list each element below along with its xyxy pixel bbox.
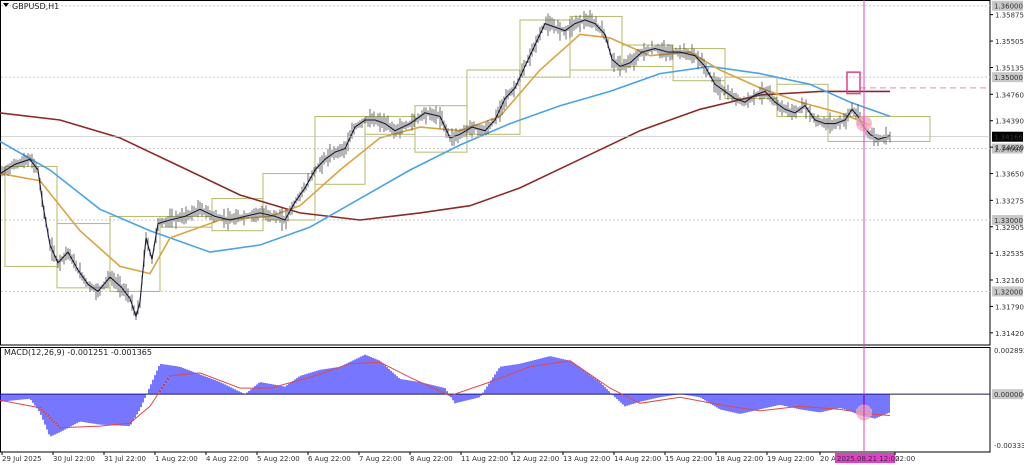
x-tick-label: 11 Aug 22:00: [461, 455, 508, 463]
level-label: 1.32000: [994, 288, 1023, 296]
session-box: [519, 19, 571, 78]
highlight-rectangle: [846, 71, 861, 95]
moving-average-line: [0, 33, 871, 275]
session-box: [672, 48, 726, 82]
x-tick-label: 1 Aug 22:00: [155, 455, 198, 463]
level-label-bg: [992, 0, 1023, 11]
x-tick-label: 5 Aug 22:00: [257, 455, 300, 463]
x-tick-label: 4 Aug 22:00: [206, 455, 249, 463]
current-price-bg: [992, 131, 1023, 142]
y-tick-label: 1.34760: [995, 91, 1024, 99]
macd-pane[interactable]: 0.002892 0.000000 -0.00333: [0, 347, 1024, 453]
level-label-bg: [992, 72, 1023, 83]
y-tick-label: 1.32535: [995, 250, 1024, 258]
macd-y-tick-label: 0.002892: [994, 347, 1024, 355]
time-axis: 29 Jul 2025 30 Jul 22:00 31 Jul 22:00 1 Aug…: [1, 452, 915, 463]
x-tick-label: 29 Jul 2025: [2, 455, 42, 463]
session-box: [4, 165, 58, 267]
moving-average-line: [0, 65, 891, 253]
macd-title: MACD(12,26,9) -0.001251 -0.001365: [4, 348, 152, 357]
moving-average-line: [0, 90, 890, 221]
session-box: [262, 173, 316, 221]
level-label-bg: [992, 143, 1023, 154]
price-line: [0, 19, 891, 319]
y-tick-label: 1.32905: [995, 224, 1024, 232]
level-label-bg: [992, 286, 1023, 297]
x-tick-label: 13 Aug 22:00: [563, 455, 610, 463]
price-frame: [0, 0, 991, 346]
y-tick-label: 1.32160: [995, 277, 1024, 285]
y-tick-label: 1.33650: [995, 171, 1024, 179]
current-price-label: 1.34166: [994, 134, 1023, 142]
session-box: [109, 215, 161, 292]
cursor-time-bg: [835, 453, 895, 463]
x-tick-label: 12 Aug 22:00: [512, 455, 559, 463]
session-box: [776, 83, 829, 117]
macd-signal-line: [0, 360, 891, 429]
level-label: 1.33000: [994, 217, 1023, 225]
y-tick-label: 1.31420: [995, 330, 1024, 338]
chart-title: GBPUSD,H1: [12, 2, 59, 11]
x-tick-label: 31 Jul 22:00: [104, 455, 146, 463]
level-label-bg: [992, 215, 1023, 225]
session-box: [827, 115, 931, 142]
y-tick-label: 1.33275: [995, 197, 1024, 205]
macd-zero-label-bg: [992, 389, 1023, 400]
symbol-dropdown-icon[interactable]: [3, 3, 9, 7]
x-tick-label: 18 Aug 22:00: [716, 455, 763, 463]
y-tick-label: 1.35135: [995, 65, 1024, 73]
session-box: [466, 69, 521, 135]
cursor-time-label: 2025.08.21 12:00: [837, 455, 899, 463]
x-tick-label: 14 Aug 22:00: [614, 455, 661, 463]
x-tick-label: 15 Aug 22:00: [665, 455, 712, 463]
x-tick-label: 22:00: [895, 455, 915, 463]
x-tick-label: 19 Aug 22:00: [767, 455, 814, 463]
macd-y-tick-label: 0.000000: [994, 391, 1024, 399]
y-tick-label: 1.34390: [995, 118, 1024, 126]
level-label: 1.35000: [994, 74, 1023, 82]
y-tick-label: 1.31790: [995, 303, 1024, 311]
x-tick-label: 8 Aug 22:00: [410, 455, 453, 463]
level-label: 1.34000: [994, 146, 1023, 154]
x-tick-label: 30 Jul 22:00: [53, 455, 95, 463]
level-label: 1.36000: [994, 3, 1023, 11]
x-tick-label: 7 Aug 22:00: [359, 455, 402, 463]
x-tick-label: 6 Aug 22:00: [308, 455, 351, 463]
y-tick-label: 1.34020: [995, 144, 1024, 152]
macd-y-tick-label: -0.00333: [994, 442, 1024, 450]
y-tick-label: 1.35505: [995, 38, 1024, 46]
price-pane[interactable]: 1.36000 1.35000 1.34000 1.33000 1.32000 1.358…: [0, 0, 1024, 346]
y-tick-label: 1.35875: [995, 12, 1024, 20]
